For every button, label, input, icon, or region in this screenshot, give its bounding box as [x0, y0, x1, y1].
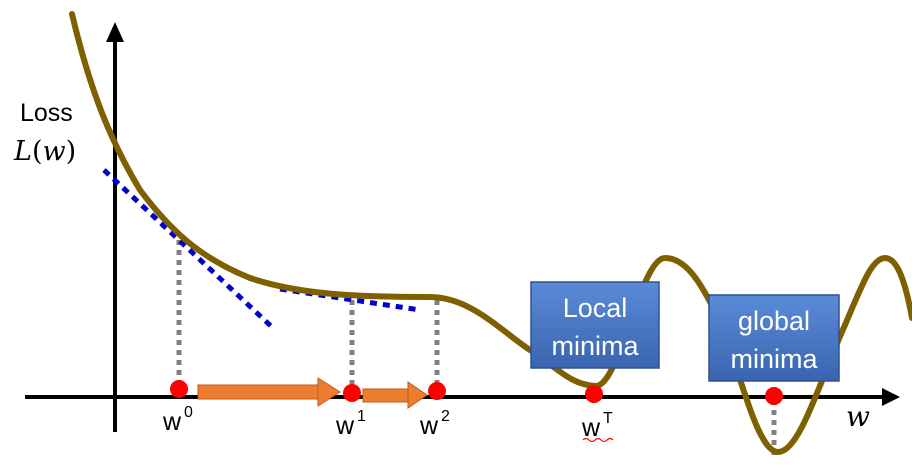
- point-global: [765, 387, 783, 405]
- point-label-w2: w 2: [419, 408, 450, 440]
- point-label-wT: w T: [581, 410, 614, 443]
- y-axis-arrowhead: [106, 22, 124, 42]
- drop-lines: [176, 240, 777, 455]
- y-axis-label-loss: Loss: [20, 99, 73, 127]
- point-label-w0-sup: 0: [184, 404, 193, 421]
- point-w2: [428, 382, 446, 400]
- point-label-w0-base: w: [162, 408, 182, 436]
- point-label-wT-base: w: [581, 414, 601, 442]
- global-minima-line2: minima: [730, 344, 818, 374]
- point-label-w2-base: w: [419, 412, 439, 440]
- point-label-w1-base: w: [335, 412, 355, 440]
- spellcheck-squiggle: [582, 437, 614, 443]
- step-arrow-2: [362, 381, 428, 409]
- point-label-wT-sup: T: [603, 410, 613, 427]
- tangent-line-w1: [279, 286, 421, 313]
- tangent-line-w0: [102, 168, 274, 329]
- local-minima-line2: minima: [551, 331, 639, 361]
- point-label-w2-sup: 2: [441, 408, 450, 425]
- x-axis-label: w: [846, 400, 870, 433]
- y-axis-label-func: L(w): [13, 136, 76, 167]
- point-label-w1-sup: 1: [357, 408, 366, 425]
- point-wT: [585, 385, 603, 403]
- point-label-w0: w 0: [162, 404, 193, 436]
- global-minima-box: global minima: [708, 294, 840, 382]
- local-minima-box: Local minima: [530, 281, 660, 369]
- x-axis-arrowhead: [882, 388, 900, 406]
- point-label-w1: w 1: [335, 408, 366, 440]
- global-minima-line1: global: [738, 306, 810, 336]
- point-w1: [343, 384, 361, 402]
- step-arrow-1: [197, 377, 341, 407]
- point-w0: [170, 380, 188, 398]
- local-minima-line1: Local: [563, 293, 628, 323]
